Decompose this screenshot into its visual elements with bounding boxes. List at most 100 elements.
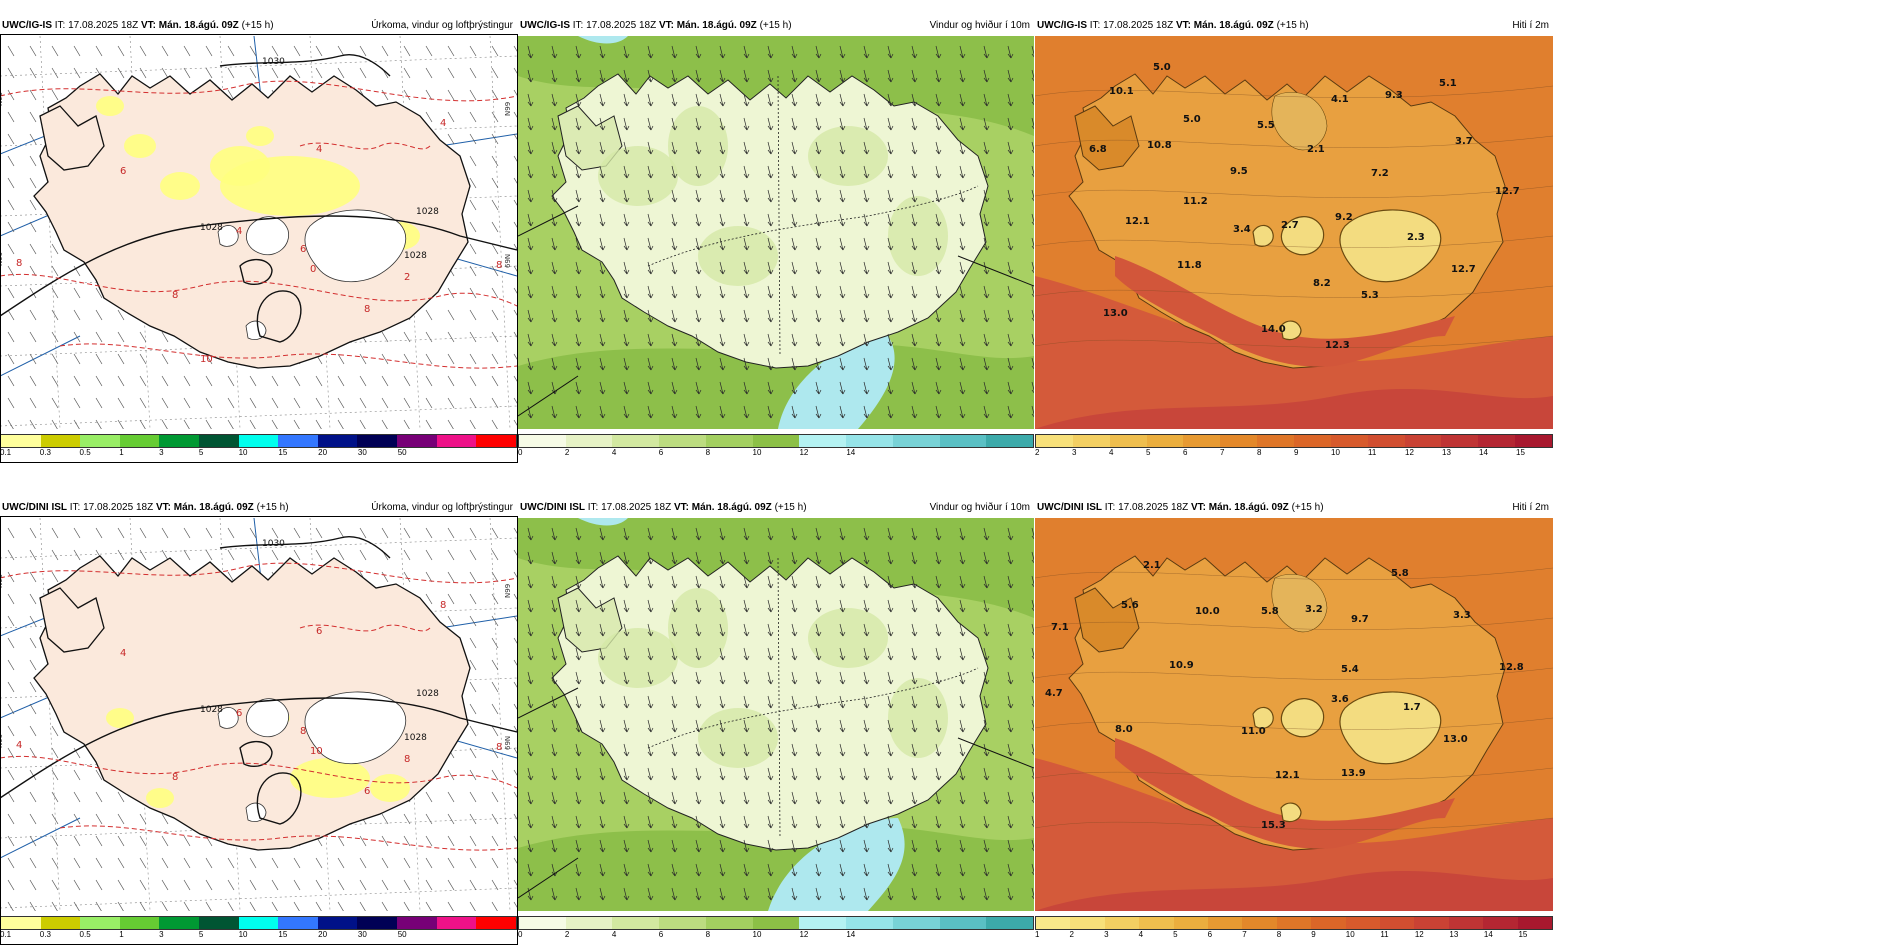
wind-barb	[51, 747, 59, 759]
wind-barb	[227, 527, 235, 539]
wind-arrow	[743, 839, 750, 853]
panel-header: UWC/DINI ISL IT: 17.08.2025 18Z VT: Mán.…	[0, 500, 517, 516]
wind-arrow	[791, 863, 798, 877]
wind-barb	[7, 703, 15, 715]
wind-barb	[7, 769, 15, 781]
wind-arrow	[719, 405, 726, 419]
wind-arrow	[815, 863, 822, 877]
wind-arrow	[527, 333, 534, 347]
wind-arrow	[887, 839, 894, 853]
wind-barb	[513, 67, 517, 74]
wind-barb	[447, 89, 455, 101]
wind-arrow	[671, 189, 678, 203]
temperature-label: 8	[364, 304, 370, 315]
temp-band	[1035, 870, 1553, 911]
wind-arrow	[959, 527, 966, 541]
wind-arrow	[767, 93, 774, 107]
temperature-label: 8	[172, 290, 178, 301]
wind-arrow	[863, 357, 870, 371]
legend-swatch	[397, 435, 437, 447]
wind-barb	[249, 419, 256, 429]
wind-arrow	[887, 575, 894, 589]
wind-arrow	[959, 285, 966, 299]
wind-arrow	[863, 791, 870, 805]
meridian	[518, 687, 579, 719]
wind-arrow	[767, 261, 774, 275]
wind-arrow	[911, 237, 918, 251]
wind-barb	[95, 901, 102, 911]
wind-barb	[7, 221, 15, 233]
legend-tick: 10	[752, 930, 762, 939]
contour	[1035, 667, 1553, 680]
wind-arrow	[983, 93, 990, 107]
temperature-label: 12.3	[1325, 340, 1350, 351]
init-time: IT: 17.08.2025 18Z	[54, 20, 139, 31]
wind-arrow	[791, 695, 798, 709]
wind-arrow	[791, 69, 798, 83]
wind-arrow	[599, 623, 606, 637]
temperature-label: 12.7	[1451, 264, 1476, 275]
legend-tick: 12	[799, 448, 809, 457]
wind-barb	[403, 901, 410, 911]
wind-arrow	[647, 815, 654, 829]
wind-arrow	[575, 791, 582, 805]
temperature-label: 8.2	[1313, 278, 1331, 289]
legend-tick: 0.3	[39, 448, 51, 457]
wind-arrow	[599, 575, 606, 589]
wind-arrow	[671, 623, 678, 637]
wind-arrow	[935, 719, 942, 733]
wind-barb	[315, 527, 323, 539]
temperature-label: 5.0	[1153, 62, 1171, 73]
wind-barb	[403, 375, 411, 387]
wind-arrow	[911, 623, 918, 637]
wind-arrow	[719, 575, 726, 589]
legend-tick: 0.5	[79, 930, 91, 939]
wind-arrow	[527, 791, 534, 805]
wind-arrow	[815, 599, 822, 613]
wind-barb	[403, 527, 411, 539]
wind-arrow	[887, 599, 894, 613]
latitude-label: N99	[0, 574, 4, 588]
wind-arrow	[1031, 285, 1034, 298]
wind-arrow	[623, 165, 630, 179]
wind-barb	[425, 353, 433, 365]
wind-barb	[183, 375, 191, 387]
wind-arrow	[959, 743, 966, 757]
temperature-label: 6	[300, 244, 306, 255]
wind-arrow	[551, 45, 558, 59]
wind-arrow	[719, 141, 726, 155]
wind-barb	[513, 243, 517, 250]
wind-arrow	[959, 551, 966, 565]
wind-barb	[29, 879, 37, 891]
wind-arrow	[623, 309, 630, 323]
wind-arrow	[767, 309, 774, 323]
wind-barb	[161, 549, 169, 561]
wind-area	[698, 226, 778, 286]
legend-tick: 13	[1442, 448, 1451, 457]
wind-barb	[513, 571, 517, 578]
contour	[1035, 717, 1553, 730]
temperature-label: 10	[310, 746, 323, 757]
wind-arrow	[959, 647, 966, 661]
legend-swatch	[1109, 435, 1147, 447]
wind-arrow	[719, 623, 726, 637]
wind-arrow	[911, 189, 918, 203]
wind-arrow	[575, 45, 582, 59]
temperature-label: 3.3	[1453, 610, 1471, 621]
wind-arrow	[599, 527, 606, 541]
lead-time: (+15 h)	[774, 502, 807, 513]
wind-arrow	[599, 887, 606, 901]
legend-swatch	[939, 435, 987, 447]
model-name: UWC/IG-IS	[1037, 20, 1087, 31]
legend-tick: 0	[518, 448, 523, 457]
wind-arrow	[887, 767, 894, 781]
legend-tick: 9	[1294, 448, 1299, 457]
wind-arrow	[647, 93, 654, 107]
westfjords	[1074, 105, 1140, 171]
wind-arrow	[551, 117, 558, 131]
wind-barb	[73, 309, 81, 321]
wind-barb	[205, 375, 213, 387]
wind-barb	[95, 791, 103, 803]
wind-barb	[513, 419, 517, 426]
precip-area	[370, 774, 410, 802]
